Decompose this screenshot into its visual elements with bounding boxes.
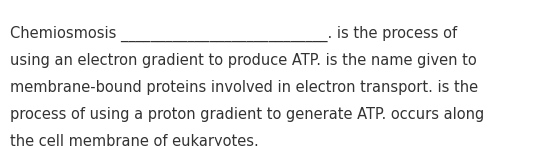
Text: the cell membrane of eukaryotes.: the cell membrane of eukaryotes.: [10, 134, 259, 146]
Text: using an electron gradient to produce ATP. is the name given to: using an electron gradient to produce AT…: [10, 53, 477, 68]
Text: process of using a proton gradient to generate ATP. occurs along: process of using a proton gradient to ge…: [10, 107, 484, 122]
Text: Chemiosmosis ____________________________. is the process of: Chemiosmosis ___________________________…: [10, 26, 457, 42]
Text: membrane-bound proteins involved in electron transport. is the: membrane-bound proteins involved in elec…: [10, 80, 478, 95]
